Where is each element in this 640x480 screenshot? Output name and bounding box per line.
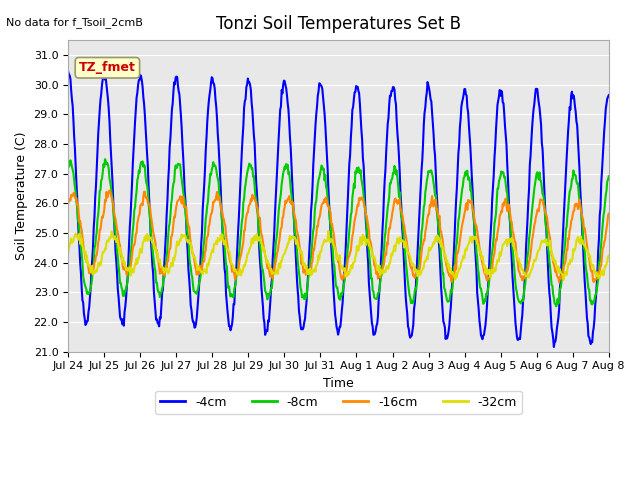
-16cm — [420, 238, 428, 243]
-16cm — [214, 197, 221, 203]
-8cm — [605, 173, 612, 179]
-32cm — [324, 228, 332, 234]
-4cm — [184, 267, 192, 273]
-8cm — [64, 161, 72, 167]
-16cm — [74, 200, 82, 206]
-16cm — [605, 211, 612, 216]
-8cm — [552, 303, 560, 309]
-4cm — [420, 122, 428, 128]
-4cm — [213, 116, 221, 121]
-4cm — [550, 344, 557, 350]
Y-axis label: Soil Temperature (C): Soil Temperature (C) — [15, 132, 28, 260]
Line: -16cm: -16cm — [68, 191, 609, 282]
Line: -8cm: -8cm — [68, 159, 609, 306]
Text: No data for f_Tsoil_2cmB: No data for f_Tsoil_2cmB — [6, 17, 143, 28]
-8cm — [131, 207, 138, 213]
-16cm — [64, 202, 72, 207]
-32cm — [74, 234, 82, 240]
-16cm — [106, 188, 113, 193]
-32cm — [420, 259, 428, 264]
-8cm — [101, 156, 109, 162]
-4cm — [74, 216, 82, 222]
-16cm — [131, 242, 138, 248]
-4cm — [605, 92, 612, 98]
-16cm — [405, 253, 413, 259]
X-axis label: Time: Time — [323, 377, 354, 390]
-8cm — [186, 253, 193, 259]
-4cm — [404, 324, 412, 329]
Line: -32cm: -32cm — [68, 231, 609, 280]
-16cm — [556, 279, 563, 285]
-4cm — [130, 147, 138, 153]
Legend: -4cm, -8cm, -16cm, -32cm: -4cm, -8cm, -16cm, -32cm — [155, 391, 522, 414]
-32cm — [405, 251, 413, 257]
-32cm — [560, 277, 568, 283]
-8cm — [405, 286, 413, 292]
-8cm — [74, 217, 82, 223]
-32cm — [64, 251, 72, 256]
Title: Tonzi Soil Temperatures Set B: Tonzi Soil Temperatures Set B — [216, 15, 461, 33]
-32cm — [605, 252, 612, 258]
Text: TZ_fmet: TZ_fmet — [79, 61, 136, 74]
-8cm — [214, 176, 221, 181]
-16cm — [186, 224, 193, 230]
Line: -4cm: -4cm — [68, 72, 609, 347]
-8cm — [420, 202, 428, 207]
-4cm — [64, 69, 72, 74]
-32cm — [184, 238, 192, 243]
-32cm — [130, 269, 138, 275]
-32cm — [213, 241, 221, 247]
